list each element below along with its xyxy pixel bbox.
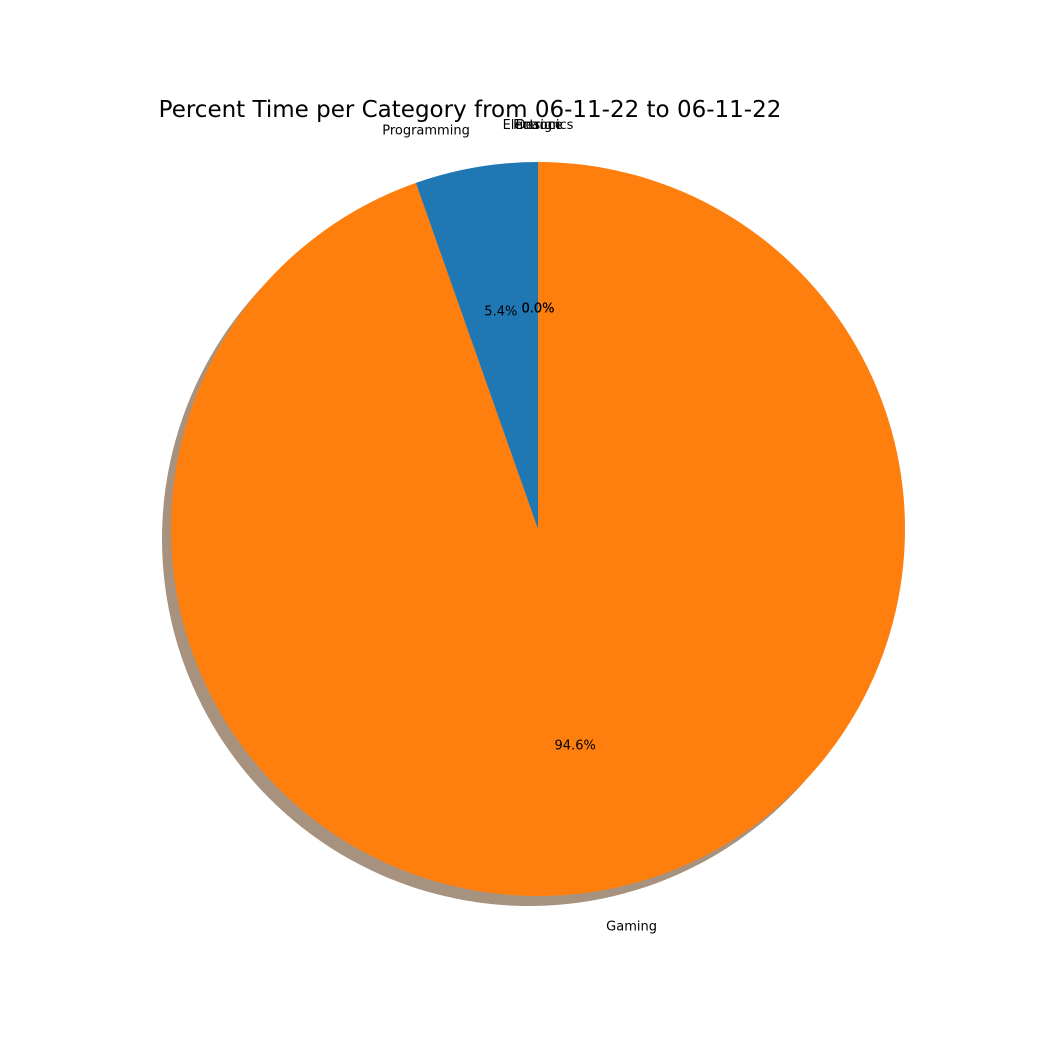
pie-slice-programming bbox=[415, 162, 538, 529]
slice-label-electronics: Electronics bbox=[503, 118, 574, 133]
pct-label-design: 0.0% bbox=[521, 301, 554, 316]
slice-label-gaming: Gaming bbox=[606, 919, 657, 934]
pct-label-finance: 0.0% bbox=[521, 301, 554, 316]
pie-slice-gaming bbox=[171, 162, 906, 896]
slice-label-programming: Programming bbox=[382, 124, 470, 139]
slice-label-design: Design bbox=[516, 118, 561, 133]
pie-labels: Programming 5.4% Gaming 94.6% Electronics 0.0… bbox=[382, 118, 657, 935]
pie-slices bbox=[171, 162, 906, 896]
chart-title: Percent Time per Category from 06-11-22 … bbox=[159, 97, 782, 123]
slice-label-finance: Finance bbox=[513, 118, 563, 133]
pct-label-gaming: 94.6% bbox=[555, 739, 596, 754]
pct-label-programming: 5.4% bbox=[484, 304, 517, 319]
pct-label-electronics: 0.0% bbox=[521, 301, 554, 316]
